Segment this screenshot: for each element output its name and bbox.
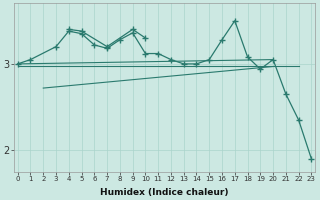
X-axis label: Humidex (Indice chaleur): Humidex (Indice chaleur) xyxy=(100,188,229,197)
